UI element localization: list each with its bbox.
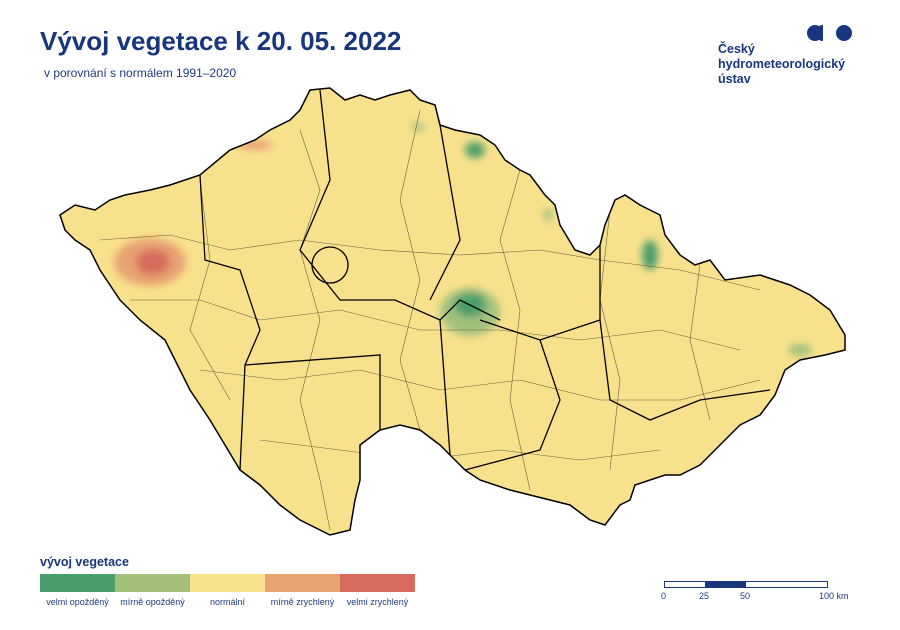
legend-label: normální	[209, 597, 245, 607]
very-delayed-area	[465, 142, 485, 158]
very-accelerated-area	[136, 249, 170, 275]
logo-line: Český	[718, 42, 755, 56]
legend-label: velmi zrychlený	[346, 597, 409, 607]
legend-swatch	[340, 574, 415, 592]
delayed-area	[411, 123, 425, 131]
logo-dots-icon	[807, 25, 852, 41]
logo-line: ústav	[718, 72, 751, 86]
logo-line: hydrometeorologický	[718, 57, 846, 71]
very-delayed-area	[642, 240, 658, 270]
legend-swatch	[265, 574, 340, 592]
legend-swatch	[115, 574, 190, 592]
scale-tick: 0	[661, 591, 667, 601]
page-title: Vývoj vegetace k 20. 05. 2022	[40, 26, 402, 56]
scale-tick: 25	[699, 591, 710, 601]
scale-bar: 0 25 50 100 km	[661, 581, 849, 601]
legend-colorbar	[40, 574, 415, 592]
legend-swatch	[40, 574, 115, 592]
legend-label: mírně opožděný	[120, 597, 185, 607]
delayed-area	[543, 209, 553, 221]
delayed-area	[788, 344, 812, 356]
legend-label: velmi opožděný	[46, 597, 109, 607]
legend: vývoj vegetace velmi opožděný mírně opož…	[40, 555, 415, 607]
page-subtitle: v porovnání s normálem 1991–2020	[44, 66, 237, 80]
district-borders	[99, 109, 761, 531]
legend-label: mírně zrychlený	[270, 597, 335, 607]
legend-swatch	[190, 574, 265, 592]
scale-tick: 100 km	[819, 591, 849, 601]
legend-title: vývoj vegetace	[40, 555, 129, 569]
scale-tick: 50	[740, 591, 751, 601]
region-borders	[199, 89, 771, 471]
